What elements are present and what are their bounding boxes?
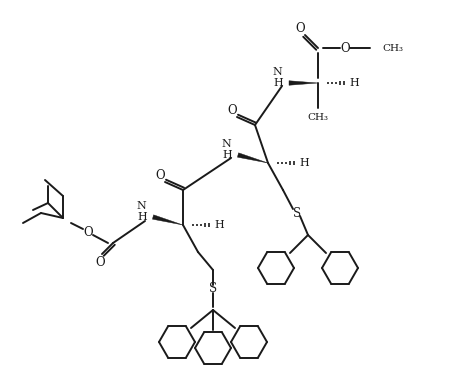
Text: O: O bbox=[295, 22, 305, 35]
Polygon shape bbox=[238, 153, 268, 163]
Text: O: O bbox=[155, 169, 165, 181]
Text: CH₃: CH₃ bbox=[308, 112, 329, 122]
Text: S: S bbox=[209, 281, 217, 295]
Polygon shape bbox=[152, 215, 183, 225]
Text: O: O bbox=[95, 256, 105, 268]
Text: N: N bbox=[136, 201, 146, 211]
Polygon shape bbox=[289, 81, 318, 85]
Text: CH₃: CH₃ bbox=[382, 44, 403, 52]
Text: N: N bbox=[221, 139, 231, 149]
Text: H: H bbox=[273, 78, 283, 88]
Text: O: O bbox=[227, 104, 237, 117]
Text: S: S bbox=[293, 206, 301, 219]
Text: H: H bbox=[214, 220, 224, 230]
Text: H: H bbox=[222, 150, 232, 160]
Text: O: O bbox=[83, 226, 93, 238]
Text: H: H bbox=[137, 212, 147, 222]
Text: H: H bbox=[299, 158, 309, 168]
Text: O: O bbox=[340, 42, 350, 55]
Text: H: H bbox=[349, 78, 359, 88]
Text: N: N bbox=[272, 67, 282, 77]
